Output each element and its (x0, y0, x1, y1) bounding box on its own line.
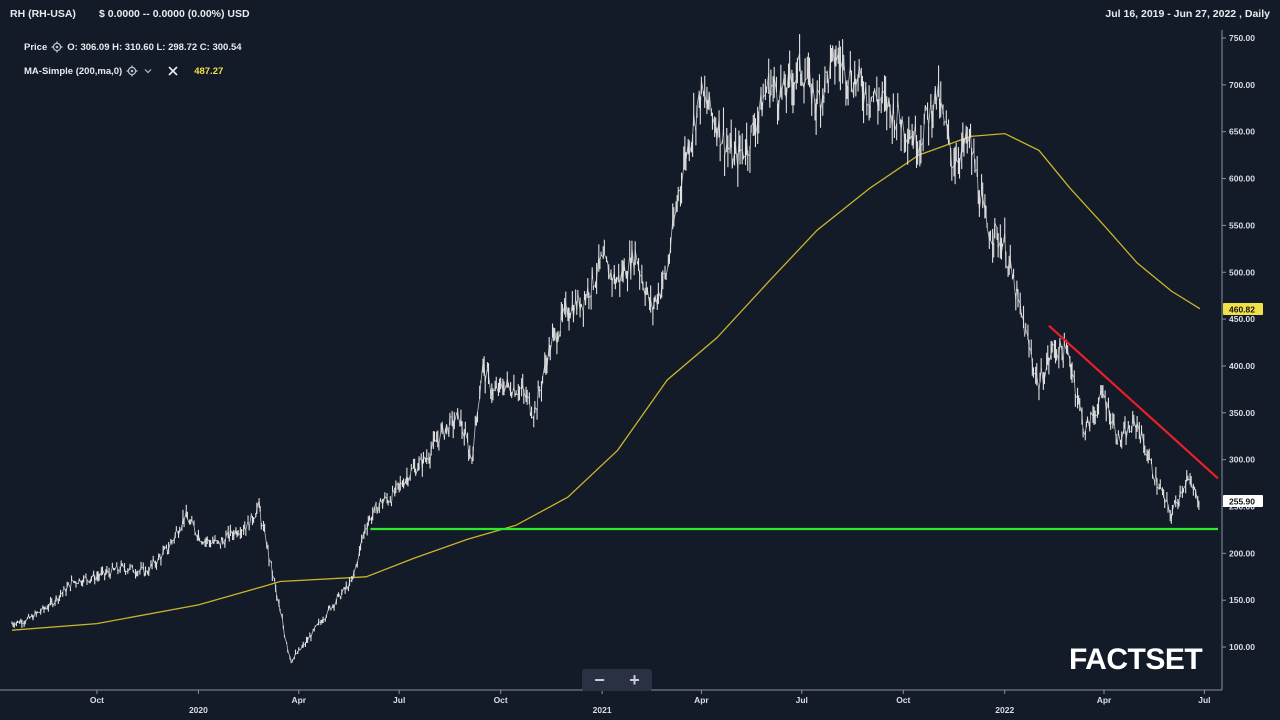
resistance-trendline (1048, 324, 1219, 480)
price-legend: Price O: 306.09 H: 310.60 L: 298.72 C: 3… (24, 41, 242, 53)
x-tick-label: 2022 (995, 705, 1014, 715)
ma-last-value-badge-bg (1223, 302, 1263, 315)
y-tick-label: 100.00 (1229, 642, 1255, 652)
y-tick-label: 200.00 (1229, 548, 1255, 558)
x-tick-label: 2021 (593, 705, 612, 715)
y-tick-label: 700.00 (1229, 80, 1255, 90)
price-series-line (11, 46, 1200, 664)
zoom-controls: − + (582, 669, 652, 691)
price-legend-label: Price (24, 41, 48, 53)
x-tick-label: Apr (291, 695, 306, 705)
chevron-down-icon[interactable] (144, 67, 152, 75)
x-tick-label: Jul (796, 695, 808, 705)
quote-label: $ 0.0000 -- 0.0000 (0.00%) USD (99, 8, 250, 20)
x-tick-label: Oct (90, 695, 104, 705)
ma-current-value: 487.27 (194, 65, 224, 77)
chart-header: RH (RH-USA) $ 0.0000 -- 0.0000 (0.00%) U… (0, 0, 1280, 26)
zoom-out-button[interactable]: − (594, 670, 605, 690)
factset-logo: FACTSET (1069, 643, 1203, 676)
price-series-bars (11, 34, 1200, 664)
y-tick-label: 600.00 (1229, 174, 1255, 184)
x-tick-label: Jul (1198, 695, 1210, 705)
y-tick-label: 750.00 (1229, 33, 1255, 43)
ma-legend-label: MA-Simple (200,ma,0) (24, 65, 123, 77)
ma-legend: MA-Simple (200,ma,0) 487.27 (24, 65, 223, 77)
ohlc-values: O: 306.09 H: 310.60 L: 298.72 C: 300.54 (67, 41, 242, 53)
x-tick-label: Oct (896, 695, 910, 705)
ma-series-line (11, 132, 1201, 631)
date-range-label[interactable]: Jul 16, 2019 - Jun 27, 2022 , Daily (1105, 8, 1270, 20)
x-tick-label: Apr (1097, 695, 1112, 705)
y-tick-label: 350.00 (1229, 408, 1255, 418)
y-tick-label: 150.00 (1229, 595, 1255, 605)
y-tick-label: 400.00 (1229, 361, 1255, 371)
x-tick-label: Jul (393, 695, 405, 705)
y-tick-label: 550.00 (1229, 220, 1255, 230)
y-tick-label: 450.00 (1229, 314, 1255, 324)
gear-icon[interactable] (51, 41, 63, 53)
gear-icon[interactable] (126, 65, 138, 77)
x-tick-label: Oct (494, 695, 508, 705)
price-last-value-badge: 255.90 (1229, 496, 1255, 506)
y-tick-label: 500.00 (1229, 267, 1255, 277)
x-tick-label: Apr (694, 695, 709, 705)
symbol-label[interactable]: RH (RH-USA) (10, 8, 76, 20)
y-tick-label: 300.00 (1229, 455, 1255, 465)
price-last-value-badge-bg (1223, 494, 1263, 507)
ma-last-value-badge: 460.82 (1229, 304, 1255, 314)
y-tick-label: 650.00 (1229, 127, 1255, 137)
x-tick-label: 2020 (189, 705, 208, 715)
zoom-in-button[interactable]: + (629, 670, 640, 690)
close-icon[interactable] (168, 66, 178, 76)
